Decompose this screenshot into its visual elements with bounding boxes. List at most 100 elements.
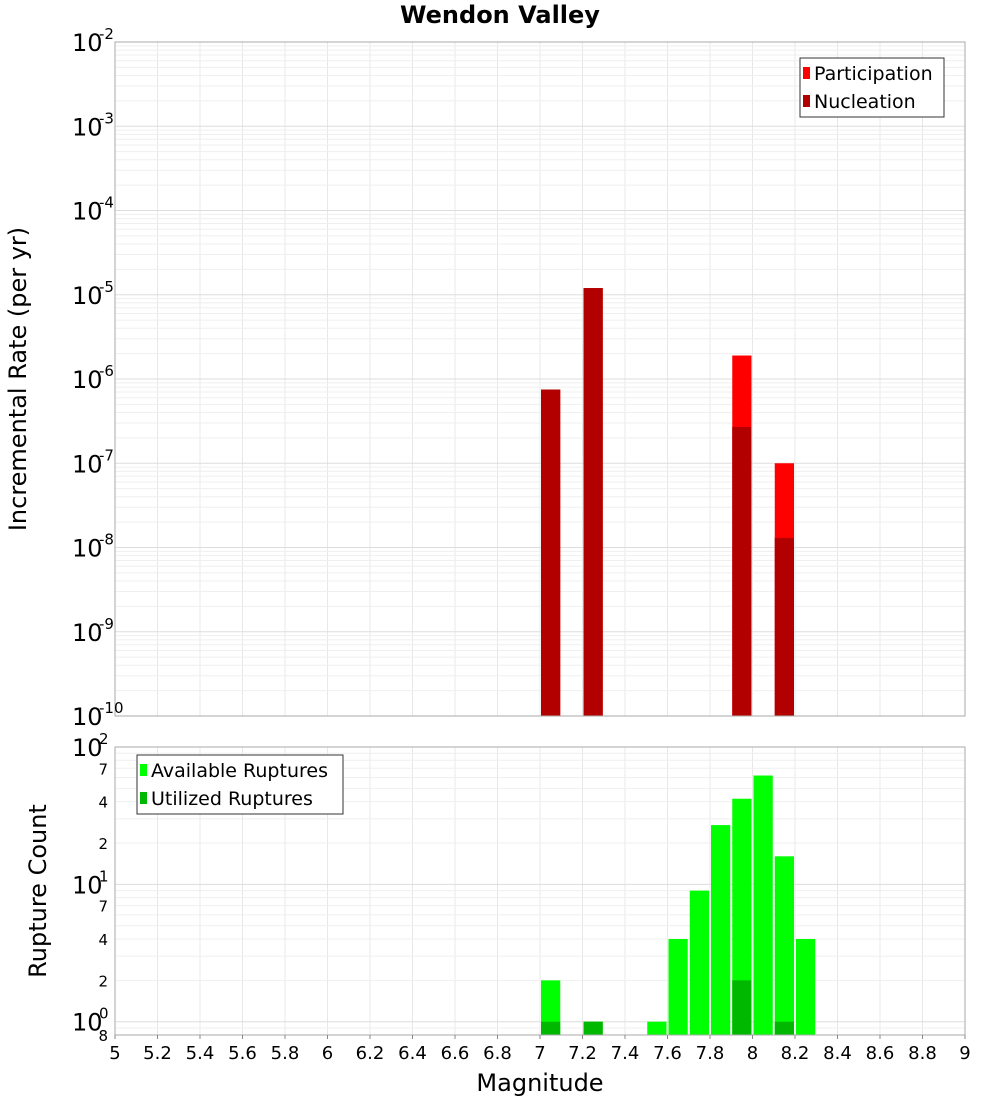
rate-grid xyxy=(114,41,966,717)
y-tick-label: 10-2 xyxy=(72,25,114,57)
y-tick-base: 10 xyxy=(72,619,103,647)
x-tick-label: 6.8 xyxy=(483,1043,512,1064)
count-legend: Available Ruptures Utilized Ruptures xyxy=(136,754,344,815)
x-tick-label: 8.6 xyxy=(866,1043,895,1064)
bar-utilized-ruptures xyxy=(732,980,752,1035)
y-tick-exponent: -5 xyxy=(99,278,114,296)
x-tick-label: 7.2 xyxy=(568,1043,597,1064)
bar-utilized-ruptures xyxy=(541,1021,561,1035)
y-tick-base: 10 xyxy=(72,450,103,478)
x-tick-label: 5.6 xyxy=(228,1043,257,1064)
y-tick-exponent: -2 xyxy=(99,25,114,43)
x-axis-label: Magnitude xyxy=(476,1069,603,1097)
x-tick-label: 7.4 xyxy=(611,1043,640,1064)
y-tick-exponent: -6 xyxy=(99,362,114,380)
x-tick-label: 6.2 xyxy=(356,1043,385,1064)
y-tick-exponent: 0 xyxy=(99,1005,109,1023)
y-tick-label: 10-5 xyxy=(72,278,114,310)
y-tick-label: 10-8 xyxy=(72,531,114,563)
x-tick-label: 7.6 xyxy=(653,1043,682,1064)
x-tick-label: 8.8 xyxy=(908,1043,937,1064)
legend-label: Available Ruptures xyxy=(151,760,328,782)
x-tick-label: 8.2 xyxy=(781,1043,810,1064)
y-tick-base: 10 xyxy=(72,366,103,394)
legend-label: Utilized Ruptures xyxy=(151,788,313,810)
y-tick-base: 10 xyxy=(72,703,103,731)
bar-nucleation xyxy=(583,288,603,716)
x-tick-label: 5 xyxy=(109,1043,120,1064)
legend-swatch xyxy=(803,95,810,107)
y-tick-base: 10 xyxy=(72,535,103,563)
legend-swatch xyxy=(140,764,147,776)
x-tick-label: 6.4 xyxy=(398,1043,427,1064)
y-tick-label: 10-10 xyxy=(72,699,124,731)
bar-available-ruptures xyxy=(732,798,752,1035)
y-tick-minor-label: 2 xyxy=(98,972,108,990)
y-tick-base: 10 xyxy=(72,198,103,226)
bar-utilized-ruptures xyxy=(583,1021,603,1035)
rate-legend: Participation Nucleation xyxy=(799,57,945,118)
x-tick-label: 5.8 xyxy=(271,1043,300,1064)
legend-box xyxy=(136,754,344,815)
y-tick-label: 10-3 xyxy=(72,109,114,141)
chart-title: Wendon Valley xyxy=(400,1,600,29)
y-tick-base: 10 xyxy=(72,113,103,141)
bar-available-ruptures xyxy=(753,775,773,1035)
y-tick-label: 101 xyxy=(72,867,109,899)
y-tick-base: 10 xyxy=(72,871,103,899)
legend-label: Participation xyxy=(814,63,933,85)
rate-y-ticks: 10-210-310-410-510-610-710-810-910-10 xyxy=(72,25,124,731)
y-tick-minor-label: 7 xyxy=(98,898,108,916)
bar-available-ruptures xyxy=(711,825,731,1035)
y-tick-exponent: -7 xyxy=(99,446,114,464)
y-tick-label: 10-4 xyxy=(72,194,114,226)
bar-utilized-ruptures xyxy=(774,1021,794,1035)
y-tick-label: 100 xyxy=(72,1005,109,1037)
legend-swatch xyxy=(140,792,147,804)
bar-available-ruptures xyxy=(668,939,688,1035)
x-tick-label: 5.2 xyxy=(143,1043,172,1064)
legend-box xyxy=(799,57,945,118)
y-tick-minor-label: 8 xyxy=(98,1027,108,1045)
y-tick-exponent: -4 xyxy=(99,194,114,212)
y-tick-base: 10 xyxy=(72,282,103,310)
rate-panel: 10-210-310-410-510-610-710-810-910-10 In… xyxy=(4,25,966,731)
x-tick-label: 8.4 xyxy=(823,1043,852,1064)
y-tick-exponent: -10 xyxy=(99,699,124,717)
y-tick-exponent: 2 xyxy=(99,730,109,748)
y-tick-exponent: -8 xyxy=(99,531,114,549)
bar-nucleation xyxy=(732,426,752,716)
bar-nucleation xyxy=(541,389,561,716)
x-tick-label: 9 xyxy=(959,1043,970,1064)
bar-available-ruptures xyxy=(796,939,816,1035)
bar-available-ruptures xyxy=(541,980,561,1035)
y-tick-label: 10-7 xyxy=(72,446,114,478)
y-tick-exponent: 1 xyxy=(99,867,109,885)
y-tick-exponent: -3 xyxy=(99,109,114,127)
rate-bars xyxy=(541,288,794,716)
rate-y-axis-label: Incremental Rate (per yr) xyxy=(4,227,32,531)
y-tick-label: 10-6 xyxy=(72,362,114,394)
y-tick-exponent: -9 xyxy=(99,615,114,633)
x-tick-label: 6 xyxy=(322,1043,333,1064)
y-tick-minor-label: 7 xyxy=(98,760,108,778)
x-tick-label: 8 xyxy=(747,1043,758,1064)
legend-label: Nucleation xyxy=(814,91,916,113)
y-tick-base: 10 xyxy=(72,1009,103,1037)
bar-available-ruptures xyxy=(774,856,794,1035)
bar-nucleation xyxy=(774,537,794,716)
y-tick-label: 10-9 xyxy=(72,615,114,647)
y-tick-minor-label: 2 xyxy=(98,835,108,853)
x-axis-ticks: 5 5.2 5.4 5.6 5.8 6 6.2 6.4 6.6 6.8 7 7.2 7.4 7.6 7.8 8… xyxy=(109,1035,971,1064)
count-y-axis-label: Rupture Count xyxy=(24,804,52,978)
y-tick-base: 10 xyxy=(72,29,103,57)
x-tick-label: 6.6 xyxy=(441,1043,470,1064)
legend-swatch xyxy=(803,67,810,79)
rate-plot-border xyxy=(114,41,966,717)
bar-available-ruptures xyxy=(689,890,709,1035)
x-tick-label: 7.8 xyxy=(696,1043,725,1064)
count-bars xyxy=(541,775,816,1035)
y-tick-label: 102 xyxy=(72,730,109,762)
